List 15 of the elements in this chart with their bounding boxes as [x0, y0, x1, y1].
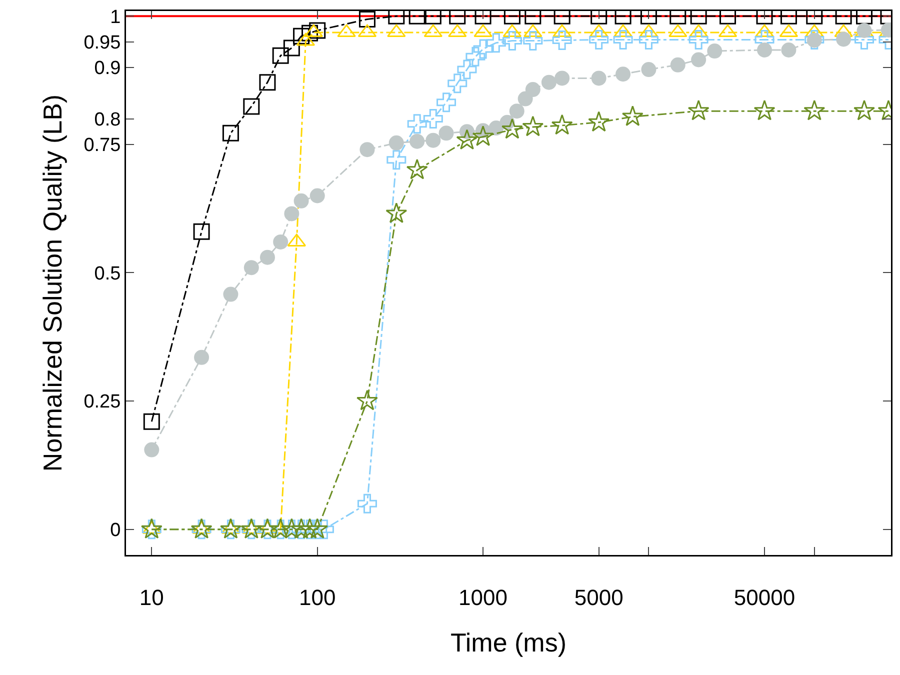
x-tick-label: 50000	[734, 584, 796, 610]
x-tick-label: 1000	[458, 584, 508, 610]
y-tick-label: 0.75	[84, 135, 121, 156]
y-tick-label: 0.95	[84, 32, 121, 54]
y-tick-label: 0.8	[94, 109, 121, 130]
y-axis-title: Normalized Solution Quality (LB)	[37, 94, 68, 472]
y-tick-label: 0	[110, 520, 121, 541]
y-tick-label: 0.5	[94, 263, 121, 284]
y-tick-label: 0.25	[84, 392, 121, 413]
y-tick-label: 1	[110, 6, 121, 28]
x-tick-label: 100	[298, 584, 336, 610]
x-tick-label: 5000	[574, 584, 624, 610]
x-tick-label: 10	[139, 584, 164, 610]
y-tick-label: 0.9	[94, 58, 121, 80]
x-axis-title: Time (ms)	[450, 627, 567, 658]
